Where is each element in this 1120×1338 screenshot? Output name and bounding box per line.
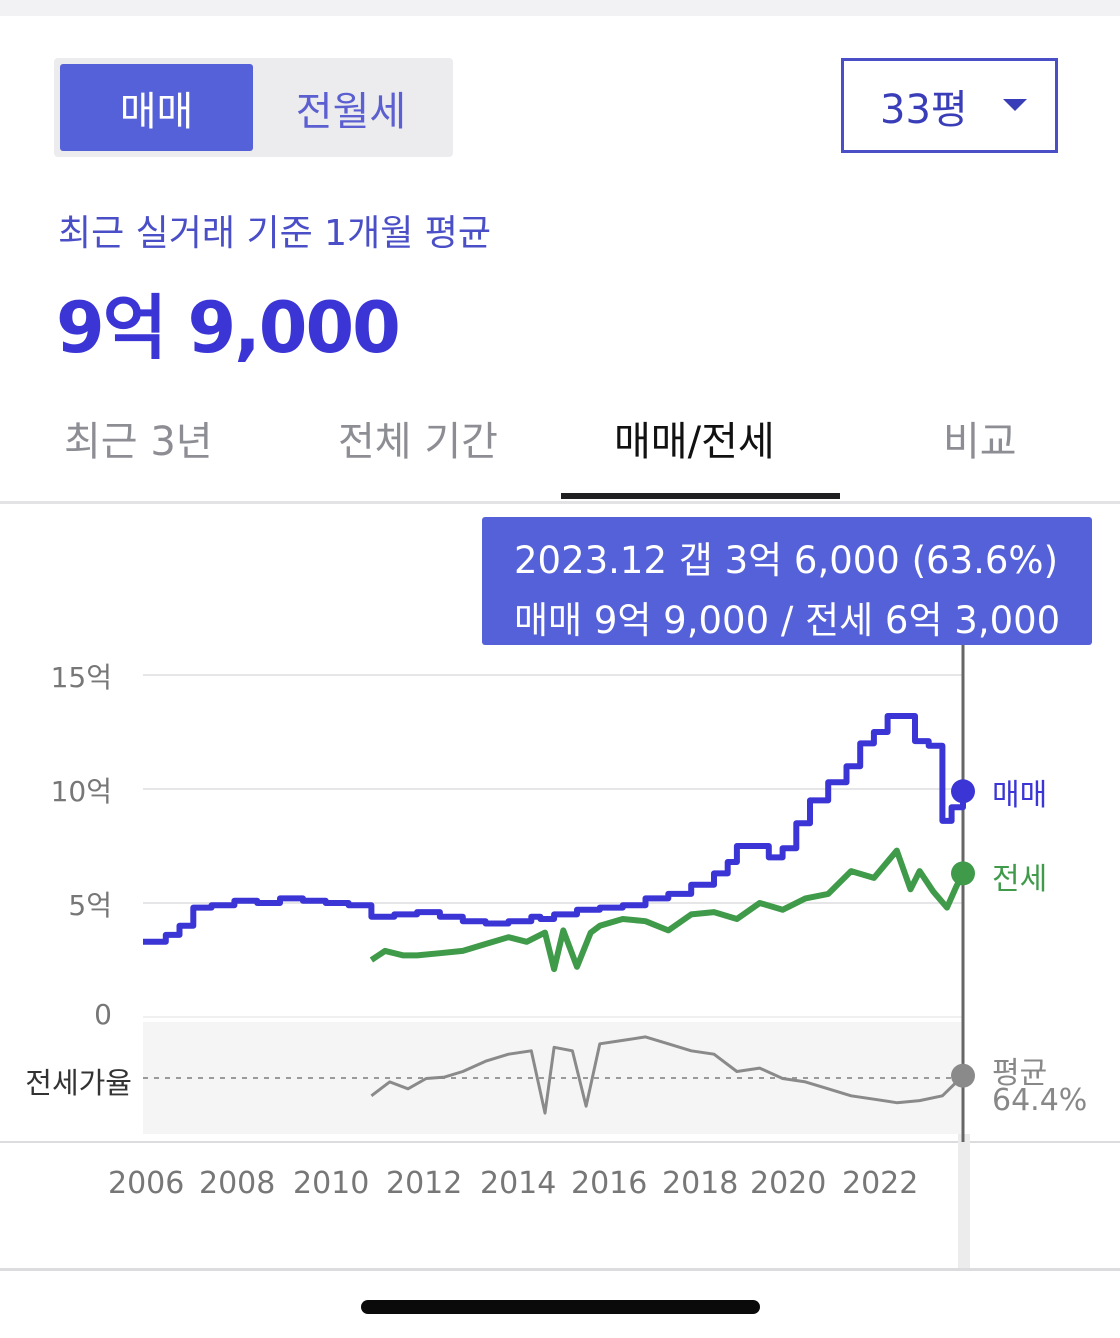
sale-end-point — [951, 779, 975, 804]
y-tick-label: 5억 — [68, 889, 112, 922]
toggle-rent[interactable]: 전월세 — [295, 88, 407, 135]
active-tab-indicator — [561, 493, 840, 499]
y-tick-label: 0 — [94, 998, 112, 1031]
chart-tooltip: 2023.12 갭 3억 6,000 (63.6%) 매매 9억 9,000 /… — [482, 517, 1092, 645]
x-tick-label: 2022 — [842, 1166, 919, 1201]
sale-series-label: 매매 — [992, 778, 1048, 813]
price-basis-label: 최근 실거래 기준 1개월 평균 — [58, 213, 491, 254]
x-tick-label: 2018 — [662, 1166, 739, 1201]
jeonse-end-point — [951, 861, 975, 886]
area-select-value: 33평 — [880, 86, 968, 133]
tooltip-gap-line: 2023.12 갭 3억 6,000 (63.6%) — [514, 539, 1059, 582]
ratio-average-value: 64.4% — [992, 1083, 1088, 1118]
tab-all-period[interactable]: 전체 기간 — [338, 419, 498, 465]
ratio-average-label: 평균 — [992, 1056, 1048, 1091]
top-status-strip — [0, 0, 1120, 16]
x-tick-label: 2014 — [480, 1166, 557, 1201]
chart-tabs: 최근 3년 전체 기간 매매/전세 비교 — [0, 395, 1120, 504]
section-divider — [0, 1268, 1120, 1271]
toggle-sale[interactable]: 매매 — [60, 64, 253, 151]
jeonse-series-label: 전세 — [992, 862, 1048, 897]
ratio-series-line — [370, 1035, 965, 1115]
price-chart[interactable] — [0, 0, 1120, 1268]
tab-compare[interactable]: 비교 — [943, 419, 1017, 465]
y-tick-label: 15억 — [50, 661, 112, 694]
x-tick-label: 2006 — [108, 1166, 185, 1201]
x-tick-label: 2020 — [750, 1166, 827, 1201]
sale-series-line — [143, 713, 966, 945]
area-select[interactable]: 33평 — [841, 58, 1058, 153]
tab-sale-jeonse[interactable]: 매매/전세 — [614, 419, 775, 465]
x-tick-label: 2016 — [571, 1166, 648, 1201]
y-tick-label: 10억 — [50, 775, 112, 808]
ratio-axis-label: 전세가율 — [25, 1066, 132, 1100]
tab-recent-3y[interactable]: 최근 3년 — [64, 419, 213, 465]
home-indicator — [361, 1300, 760, 1314]
x-tick-label: 2012 — [386, 1166, 463, 1201]
deal-type-toggle: 매매 전월세 — [54, 58, 453, 157]
caret-down-icon — [1003, 99, 1027, 111]
x-tick-label: 2010 — [293, 1166, 370, 1201]
tooltip-price-line: 매매 9억 9,000 / 전세 6억 3,000 — [514, 599, 1061, 642]
jeonse-series-line — [369, 847, 966, 973]
x-tick-label: 2008 — [199, 1166, 276, 1201]
average-price: 9억 9,000 — [56, 287, 401, 369]
ratio-end-point — [951, 1063, 975, 1088]
cursor-track — [958, 1134, 970, 1268]
